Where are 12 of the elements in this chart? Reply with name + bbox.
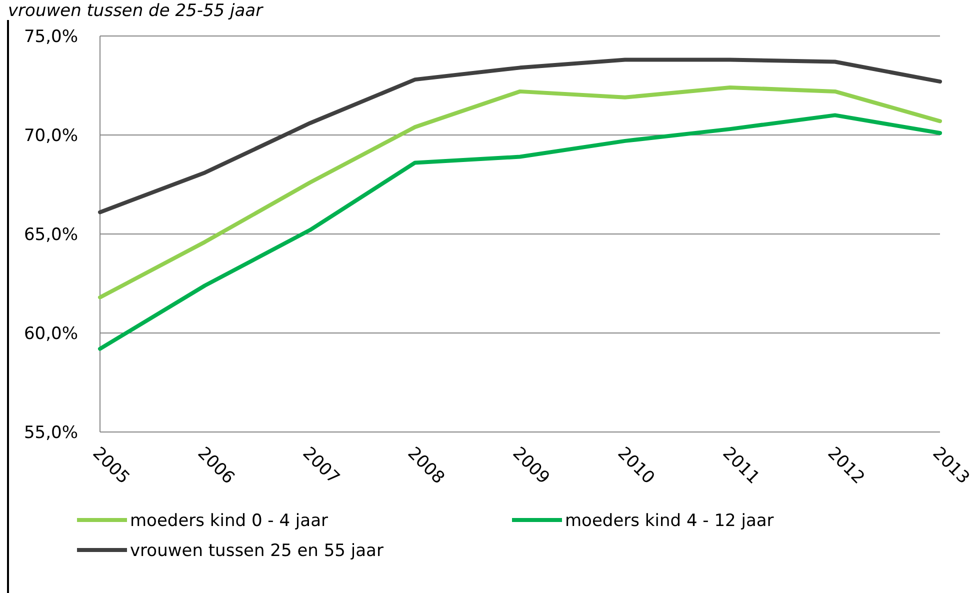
chart-title: vrouwen tussen de 25-55 jaar — [8, 1, 264, 21]
y-tick-label: 65,0% — [24, 224, 78, 245]
line-series — [98, 58, 942, 214]
y-tick-label: 75,0% — [24, 26, 78, 47]
y-tick-label: 60,0% — [24, 324, 78, 344]
legend-label: vrouwen tussen 25 en 55 jaar — [130, 540, 384, 561]
y-tick-label: 55,0% — [24, 422, 78, 443]
y-tick-label: 70,0% — [24, 126, 78, 146]
legend-label: moeders kind 4 - 12 jaar — [565, 510, 774, 531]
line-series — [98, 85, 942, 300]
legend-label: moeders kind 0 - 4 jaar — [130, 510, 328, 531]
line-series — [98, 113, 942, 351]
